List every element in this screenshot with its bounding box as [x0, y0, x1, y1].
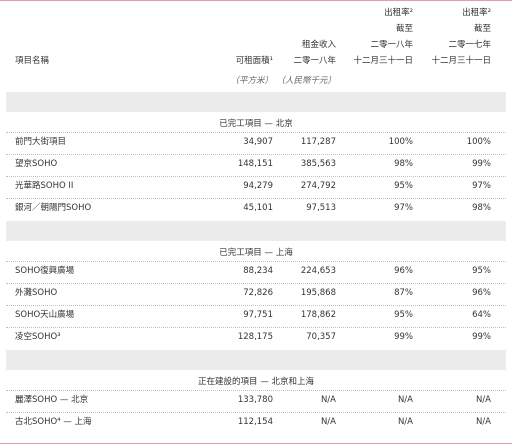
table-cell: 385,563 — [300, 159, 336, 169]
table-cell: 133,780 — [237, 395, 273, 405]
table-cell: 97% — [472, 181, 491, 191]
table-cell: 128,175 — [237, 332, 273, 342]
row-divider — [6, 305, 506, 306]
table-cell: 45,101 — [243, 203, 273, 213]
table-cell: 古北SOHO⁴ — 上海 — [15, 417, 92, 427]
table-cell: 87% — [394, 288, 413, 298]
table-cell: 34,907 — [243, 137, 273, 147]
unit-label: （平方米） — [230, 76, 273, 86]
table-cell: 95% — [394, 310, 413, 320]
header-cell: 項目名稱 — [15, 56, 50, 66]
header-cell: 租金收入 — [301, 40, 336, 50]
table-cell: 99% — [394, 332, 413, 342]
row-divider — [6, 283, 506, 284]
table-cell: 97,751 — [243, 310, 273, 320]
row-divider — [6, 412, 506, 413]
header-cell: 可租面積¹ — [235, 56, 273, 66]
table-cell: 148,151 — [237, 159, 273, 169]
table-cell: 凌空SOHO³ — [15, 332, 61, 342]
separator-band — [6, 92, 506, 112]
table-cell: 100% — [388, 137, 413, 147]
header-cell: 二零一八年 — [370, 40, 413, 50]
table-cell: 72,826 — [243, 288, 273, 298]
row-divider — [6, 176, 506, 177]
table-cell: SOHO天山廣場 — [15, 310, 75, 320]
table-cell: 94,279 — [243, 181, 273, 191]
table-cell: 64% — [472, 310, 491, 320]
header-cell: 截至 — [473, 24, 491, 34]
row-divider — [6, 327, 506, 328]
row-divider — [6, 132, 506, 133]
row-divider — [6, 390, 506, 391]
table-cell: 97,513 — [306, 203, 336, 213]
header-cell: 二零一八年 — [293, 56, 336, 66]
table-cell: 178,862 — [300, 310, 336, 320]
table-cell: 95% — [394, 181, 413, 191]
table-cell: 99% — [472, 159, 491, 169]
header-cell: 十二月三十一日 — [431, 56, 491, 66]
table-cell: 96% — [472, 288, 491, 298]
table-cell: N/A — [475, 395, 491, 405]
table-cell: 麗澤SOHO — 北京 — [15, 395, 89, 405]
table-cell: 光華路SOHO II — [15, 181, 74, 191]
table-cell: N/A — [397, 417, 413, 427]
section-title: 正在建設的項目 — 北京和上海 — [198, 377, 314, 387]
row-divider — [6, 154, 506, 155]
row-divider — [6, 261, 506, 262]
table-cell: 96% — [394, 266, 413, 276]
table-cell: 97% — [394, 203, 413, 213]
row-divider — [6, 198, 506, 199]
table-cell: N/A — [475, 417, 491, 427]
table-cell: 98% — [472, 203, 491, 213]
table-cell: 望京SOHO — [15, 159, 58, 169]
header-cell: 出租率² — [384, 8, 413, 18]
header-cell: 出租率² — [462, 8, 491, 18]
section-title: 已完工項目 — 上海 — [219, 248, 293, 258]
separator-band — [6, 350, 506, 370]
table-cell: 98% — [394, 159, 413, 169]
table-cell: 外灘SOHO — [15, 288, 58, 298]
table-cell: 274,792 — [300, 181, 336, 191]
table-cell: 99% — [472, 332, 491, 342]
table-cell: SOHO復興廣場 — [15, 266, 75, 276]
table-cell: 224,653 — [300, 266, 336, 276]
header-cell: 十二月三十一日 — [353, 56, 413, 66]
table-cell: 195,868 — [300, 288, 336, 298]
table-cell: 88,234 — [243, 266, 273, 276]
table-cell: 112,154 — [237, 417, 273, 427]
table-cell: N/A — [320, 395, 336, 405]
table-cell: 銀河／朝陽門SOHO — [15, 203, 92, 213]
unit-label: （人民幣千元） — [276, 76, 336, 86]
table-cell: N/A — [397, 395, 413, 405]
header-cell: 二零一七年 — [448, 40, 491, 50]
table-cell: N/A — [320, 417, 336, 427]
header-cell: 截至 — [395, 24, 413, 34]
section-title: 已完工項目 — 北京 — [219, 119, 293, 129]
table-cell: 70,357 — [306, 332, 336, 342]
table-cell: 95% — [472, 266, 491, 276]
table-cell: 前門大街項目 — [15, 137, 67, 147]
table-cell: 117,287 — [300, 137, 336, 147]
table-cell: 100% — [466, 137, 491, 147]
separator-band — [6, 221, 506, 241]
